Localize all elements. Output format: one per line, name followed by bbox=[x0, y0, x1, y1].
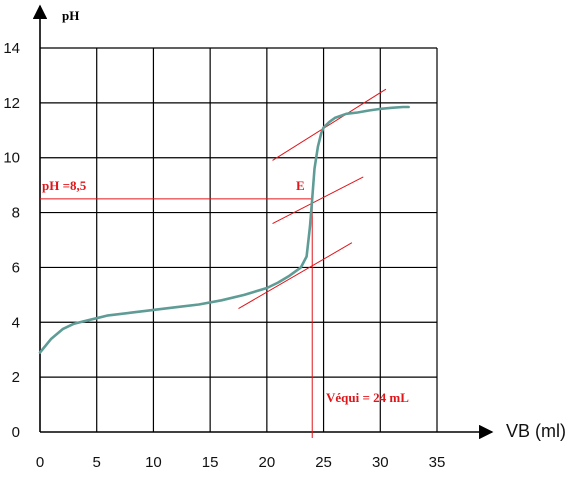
grid bbox=[40, 47, 438, 432]
y-tick-label: 14 bbox=[3, 40, 20, 57]
x-tick-label: 30 bbox=[372, 454, 389, 471]
y-tick-labels: 0 2 4 6 8 10 12 14 bbox=[3, 40, 20, 441]
x-tick-label: 5 bbox=[93, 454, 101, 471]
y-tick-label: 12 bbox=[3, 95, 20, 112]
titration-curve bbox=[38, 105, 410, 354]
y-tick-label: 8 bbox=[12, 205, 20, 222]
x-tick-label: 20 bbox=[259, 454, 276, 471]
x-tick-label: 35 bbox=[429, 454, 446, 471]
x-axis-title: VB (ml) bbox=[506, 421, 566, 441]
y-tick-label: 2 bbox=[12, 369, 20, 386]
x-tick-label: 0 bbox=[36, 454, 44, 471]
y-tick-label: 0 bbox=[12, 424, 20, 441]
tangent-line bbox=[272, 176, 364, 224]
y-tick-label: 10 bbox=[3, 150, 20, 167]
y-axis-title: pH bbox=[62, 8, 79, 23]
equivalence-point-label: E bbox=[296, 178, 305, 193]
x-tick-label: 25 bbox=[315, 454, 332, 471]
x-tick-labels: 0 5 10 15 20 25 30 35 bbox=[36, 454, 446, 471]
y-tick-label: 6 bbox=[12, 259, 20, 276]
annotation-lines bbox=[40, 88, 387, 438]
x-tick-label: 15 bbox=[202, 454, 219, 471]
ph-equivalence-label: pH =8,5 bbox=[42, 178, 87, 193]
tangent-line bbox=[272, 88, 387, 161]
y-tick-label: 4 bbox=[12, 314, 20, 331]
tangent-line bbox=[238, 242, 353, 310]
equivalence-volume-label: Véqui = 24 mL bbox=[326, 390, 409, 405]
x-tick-label: 10 bbox=[145, 454, 162, 471]
